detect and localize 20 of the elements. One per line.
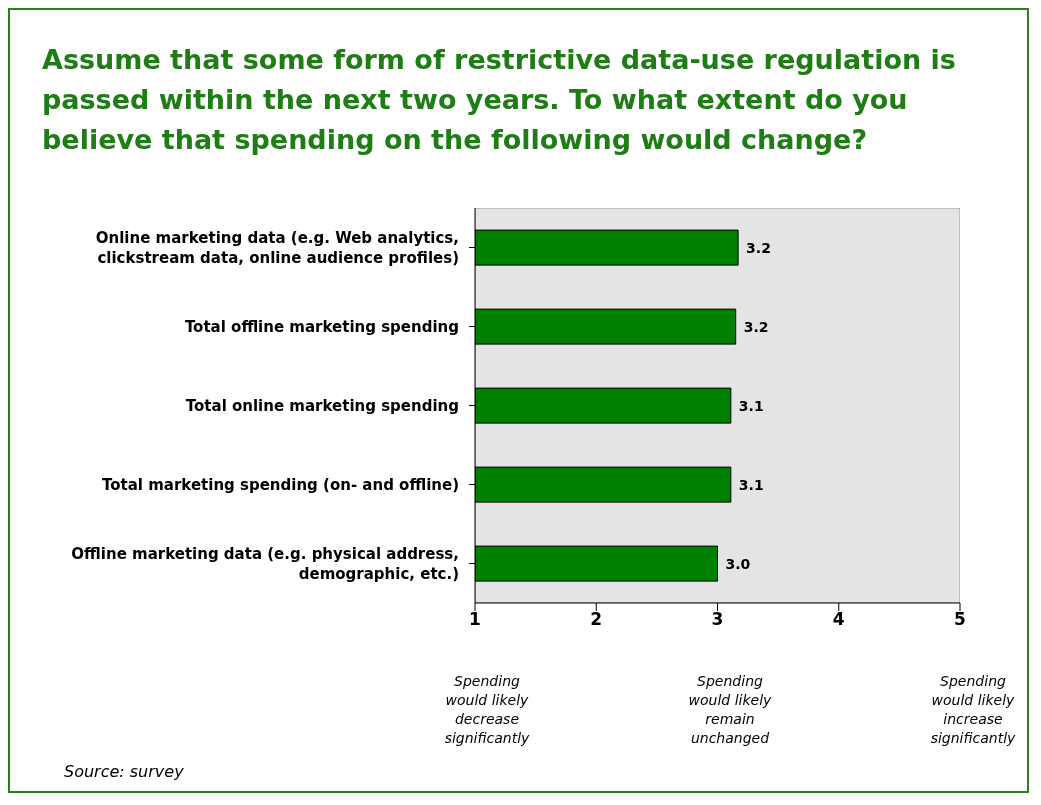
- y-tick-label: Online marketing data (e.g. Web analytics, clickstream data, online audience profiles): [95, 228, 459, 267]
- chart-title: Assume that some form of restrictive data-use regulation is passed within the next two years. To what extent do you believe that spending on the following would change?: [42, 43, 957, 157]
- x-tick-label: 1: [469, 609, 481, 630]
- text: Spending would likely decrease significantly: [443, 672, 531, 748]
- data-label: 3.2: [746, 239, 771, 256]
- data-label: 3.2: [743, 318, 769, 335]
- x-tick-label: 5: [954, 609, 966, 630]
- text: Spending would likely increase significantly: [929, 672, 1017, 748]
- y-tick-label: Total online marketing spending: [185, 396, 459, 415]
- data-label: 3.0: [725, 555, 751, 572]
- source-note: Source: survey: [64, 762, 184, 781]
- y-tick-label: Total marketing spending (on- and offline): [101, 475, 459, 494]
- data-label: 3.1: [738, 476, 764, 493]
- x-tick-label: 3: [711, 609, 724, 630]
- y-tick-label: Offline marketing data (e.g. physical address, demographic, etc.): [71, 544, 459, 583]
- y-tick-label: Total offline marketing spending: [184, 317, 459, 336]
- text: Spending would likely remain unchanged: [687, 672, 773, 748]
- data-label: 3.1: [738, 397, 764, 414]
- x-tick-label: 4: [832, 609, 845, 630]
- x-tick-label: 2: [590, 609, 603, 630]
